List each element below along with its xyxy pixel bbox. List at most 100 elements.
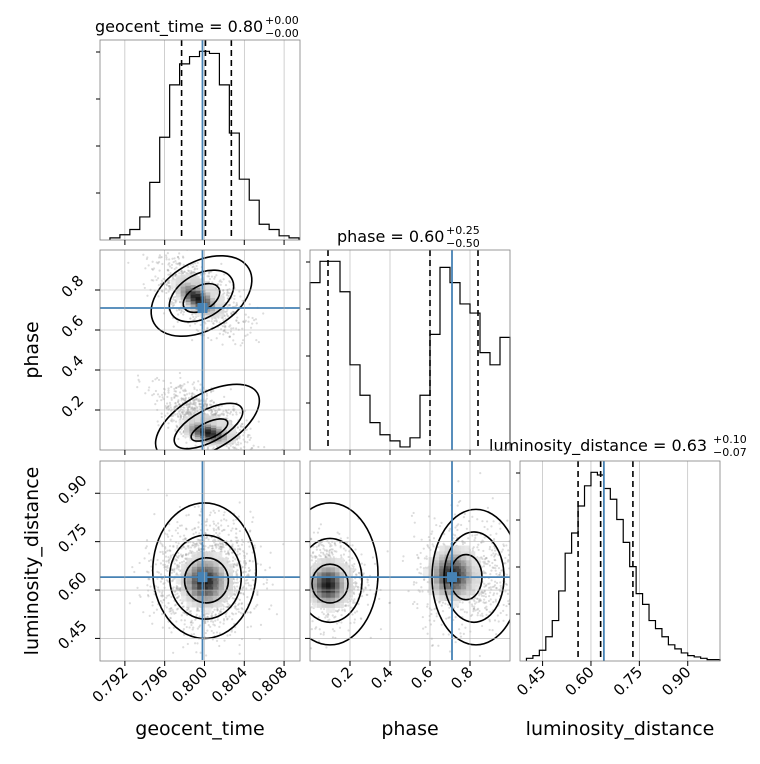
sample-point (178, 568, 180, 570)
sample-point (439, 525, 441, 527)
sample-point (455, 641, 457, 643)
sample-point (182, 406, 184, 408)
sample-point (217, 522, 219, 524)
sample-point (528, 564, 530, 566)
sample-point (479, 472, 481, 474)
sample-point (169, 265, 171, 267)
sample-point (241, 587, 243, 589)
sample-point (172, 415, 174, 417)
sample-point (337, 610, 339, 612)
sample-point (494, 559, 496, 561)
sample-point (166, 407, 168, 409)
sample-point (185, 404, 187, 406)
sample-point (536, 574, 538, 576)
sample-point (176, 309, 178, 311)
sample-point (510, 612, 512, 614)
sample-point (223, 518, 225, 520)
sample-point (196, 614, 198, 616)
sample-point (249, 459, 251, 461)
sample-point (228, 336, 230, 338)
sample-point (427, 633, 429, 635)
sample-point (233, 298, 235, 300)
sample-point (174, 594, 176, 596)
sample-point (219, 542, 221, 544)
sample-point (160, 399, 162, 401)
sample-point (311, 559, 313, 561)
sample-point (420, 586, 422, 588)
sample-point (179, 372, 181, 374)
sample-point (230, 411, 232, 413)
sample-point (221, 344, 223, 346)
sample-point (324, 616, 326, 618)
sample-point (456, 525, 458, 527)
sample-point (462, 541, 464, 543)
sample-point (304, 610, 306, 612)
sample-point (161, 263, 163, 265)
sample-point (208, 271, 210, 273)
sample-point (232, 405, 234, 407)
sample-point (215, 406, 217, 408)
sample-point (330, 548, 332, 550)
sample-point (541, 584, 543, 586)
sample-point (194, 527, 196, 529)
sample-point (161, 290, 163, 292)
sample-point (241, 539, 243, 541)
sample-point (502, 610, 504, 612)
sample-point (177, 401, 179, 403)
sample-point (195, 651, 197, 653)
sample-point (177, 246, 179, 248)
sample-point (211, 276, 213, 278)
sample-point (303, 588, 305, 590)
sample-point (425, 555, 427, 557)
sample-point (489, 629, 491, 631)
sample-point (167, 602, 169, 604)
sample-point (476, 608, 478, 610)
sample-point (220, 611, 222, 613)
sample-point (340, 537, 342, 539)
sample-point (219, 321, 221, 323)
sample-point (494, 619, 496, 621)
sample-point (208, 275, 210, 277)
sample-point (499, 581, 501, 583)
sample-point (214, 320, 216, 322)
sample-point (456, 529, 458, 531)
sample-point (206, 328, 208, 330)
sample-point (246, 419, 248, 421)
sample-point (151, 279, 153, 281)
sample-point (448, 633, 450, 635)
sample-point (433, 537, 435, 539)
sample-point (170, 555, 172, 557)
sample-point (168, 280, 170, 282)
sample-point (420, 552, 422, 554)
sample-point (187, 413, 189, 415)
sample-point (366, 594, 368, 596)
sample-point (161, 544, 163, 546)
sample-point (133, 571, 135, 573)
sample-point (169, 402, 171, 404)
sample-point (340, 545, 342, 547)
sample-point (320, 523, 322, 525)
sample-point (260, 624, 262, 626)
sample-point (433, 517, 435, 519)
sample-point (172, 611, 174, 613)
sample-point (229, 548, 231, 550)
sample-point (165, 556, 167, 558)
sample-point (138, 594, 140, 596)
sample-point (415, 582, 417, 584)
sample-point (206, 403, 208, 405)
sample-point (481, 520, 483, 522)
sample-point (166, 533, 168, 535)
sample-point (367, 584, 369, 586)
sample-point (168, 627, 170, 629)
sample-point (188, 514, 190, 516)
sample-point (285, 538, 287, 540)
sample-point (195, 531, 197, 533)
sample-point (200, 324, 202, 326)
sample-point (516, 593, 518, 595)
sample-point (306, 576, 308, 578)
x-tick-label: 0.804 (208, 663, 251, 706)
sample-point (210, 339, 212, 341)
sample-point (505, 614, 507, 616)
sample-point (220, 545, 222, 547)
sample-point (433, 620, 435, 622)
